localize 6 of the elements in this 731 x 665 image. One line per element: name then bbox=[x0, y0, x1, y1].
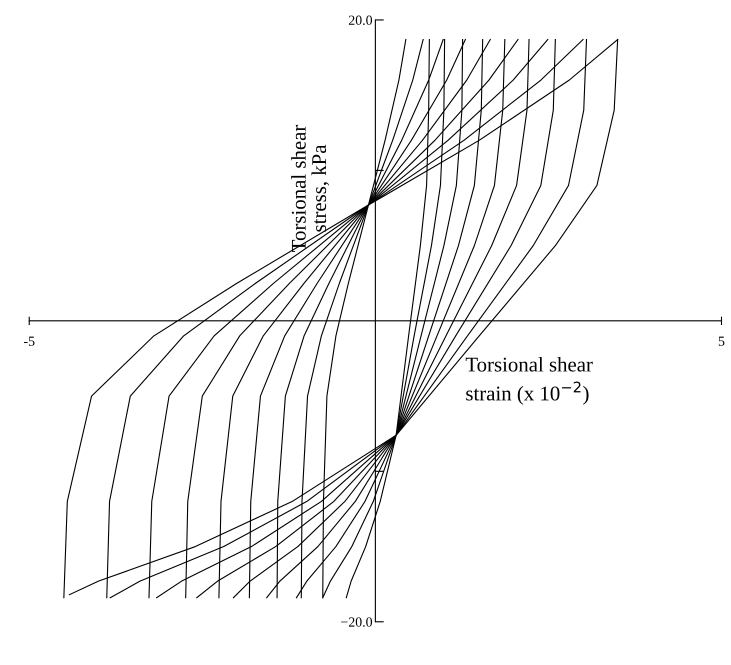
y-axis-title: Torsional shear stress, kPa bbox=[291, 124, 330, 252]
x-axis-title: Torsional shear strain (x 10$^{−2}$) bbox=[466, 356, 593, 405]
y-tick-label: −20.0 bbox=[341, 617, 372, 627]
x-tick-label: 5 bbox=[718, 336, 724, 346]
x-tick-label: -5 bbox=[24, 336, 34, 346]
y-tick-label: 20.0 bbox=[348, 16, 372, 25]
